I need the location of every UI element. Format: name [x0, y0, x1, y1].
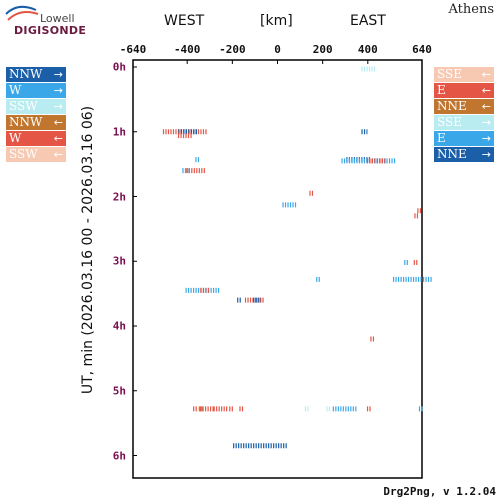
legend-item: SSW →	[6, 99, 66, 114]
arrow-right-icon: →	[481, 132, 491, 145]
x-tick-label: 0	[274, 43, 281, 56]
legend-item-label: E	[437, 131, 446, 145]
legend-item: E →	[434, 131, 494, 146]
arrow-left-icon: ←	[481, 68, 491, 81]
legend-item: SSE ←	[434, 67, 494, 82]
legend-item-label: W	[9, 131, 22, 145]
version-label: Drg2Png, v 1.2.04	[383, 485, 496, 498]
legend-item-label: W	[9, 83, 22, 97]
arrow-left-icon: ←	[53, 116, 63, 129]
legend-item-label: SSW	[9, 147, 38, 161]
station-name: Athens	[448, 2, 495, 17]
y-tick-label: 5h	[112, 384, 126, 398]
x-tick-label: 640	[412, 43, 432, 56]
legend-item: W ←	[6, 131, 66, 146]
legend-item-label: NNE	[437, 99, 467, 113]
legend-item-label: NNE	[437, 147, 467, 161]
west-label: WEST	[164, 13, 205, 29]
legend-item: NNE ←	[434, 99, 494, 114]
arrow-left-icon: ←	[481, 84, 491, 97]
legend-item-label: NNW	[9, 115, 43, 129]
arrow-left-icon: ←	[481, 100, 491, 113]
legend-item-label: NNW	[9, 67, 43, 81]
arrow-right-icon: →	[481, 116, 491, 129]
x-tick-label: 400	[357, 43, 378, 56]
y-tick-label: 0h	[112, 60, 126, 74]
y-tick-label: 3h	[112, 254, 126, 268]
legend-item: W →	[6, 83, 66, 98]
legend-item: E ←	[434, 83, 494, 98]
arrow-right-icon: →	[53, 100, 63, 113]
y-tick-label: 6h	[112, 449, 126, 462]
east-label: EAST	[350, 13, 386, 29]
arrow-left-icon: ←	[53, 132, 63, 145]
y-tick-label: 2h	[112, 190, 126, 203]
unit-label: [km]	[260, 13, 293, 29]
legend-item: NNE →	[434, 147, 494, 162]
legend-item: SSE →	[434, 115, 494, 130]
x-tick-label: 200	[312, 43, 333, 56]
legend-item: NNW ←	[6, 115, 66, 130]
legend-item: SSW ←	[6, 147, 66, 162]
x-tick-label: -400	[173, 43, 201, 56]
arrow-right-icon: →	[53, 68, 63, 81]
x-tick-label: -200	[219, 43, 246, 56]
arrow-left-icon: ←	[53, 148, 63, 161]
y-tick-label: 4h	[112, 319, 126, 333]
plot-frame	[132, 59, 423, 479]
legend-item-label: SSW	[9, 99, 38, 113]
arrow-right-icon: →	[53, 84, 63, 97]
legend-item: NNW →	[6, 67, 66, 82]
legend-item-label: SSE	[437, 67, 462, 81]
legend-item-label: E	[437, 83, 446, 97]
x-tick-label: -640	[119, 43, 147, 56]
y-tick-label: 1h	[112, 125, 126, 139]
arrow-right-icon: →	[481, 148, 491, 161]
legend-item-label: SSE	[437, 115, 462, 129]
logo-lowell-text: Lowell	[40, 12, 75, 25]
logo-digisonde-text: DIGISONDE	[14, 24, 87, 37]
